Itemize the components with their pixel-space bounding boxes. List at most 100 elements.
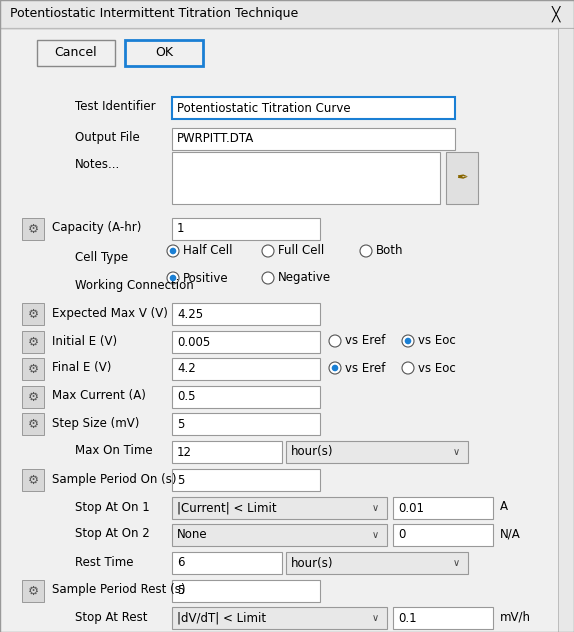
Text: Positive: Positive xyxy=(183,272,228,284)
Text: Step Size (mV): Step Size (mV) xyxy=(52,416,139,430)
Text: ⚙: ⚙ xyxy=(28,222,38,236)
Bar xyxy=(172,97,455,119)
Text: 5: 5 xyxy=(177,585,184,597)
Circle shape xyxy=(262,245,274,257)
Bar xyxy=(172,580,320,602)
Circle shape xyxy=(167,245,179,257)
Bar xyxy=(393,524,493,546)
Text: ⚙: ⚙ xyxy=(28,308,38,320)
Text: None: None xyxy=(177,528,208,542)
Bar xyxy=(22,331,44,353)
Text: ∨: ∨ xyxy=(371,613,379,623)
Text: PWRPITT.DTA: PWRPITT.DTA xyxy=(177,133,254,145)
Text: 1: 1 xyxy=(177,222,184,236)
Circle shape xyxy=(360,245,372,257)
Bar xyxy=(172,497,387,519)
Text: OK: OK xyxy=(155,47,173,59)
Bar xyxy=(172,524,387,546)
Text: |dV/dT| < Limit: |dV/dT| < Limit xyxy=(177,612,266,624)
Text: N/A: N/A xyxy=(500,528,521,540)
Bar xyxy=(172,413,320,435)
Circle shape xyxy=(332,365,338,372)
Text: ⚙: ⚙ xyxy=(28,391,38,403)
Bar xyxy=(172,441,282,463)
Text: ∨: ∨ xyxy=(371,530,379,540)
Text: hour(s): hour(s) xyxy=(291,557,333,569)
Text: Output File: Output File xyxy=(75,131,139,145)
Text: Max Current (A): Max Current (A) xyxy=(52,389,146,403)
Text: 0.1: 0.1 xyxy=(398,612,417,624)
Bar xyxy=(172,331,320,353)
Text: ⚙: ⚙ xyxy=(28,336,38,348)
Text: Test Identifier: Test Identifier xyxy=(75,100,156,114)
Text: Final E (V): Final E (V) xyxy=(52,362,111,375)
Text: ╳: ╳ xyxy=(552,6,560,22)
Text: 5: 5 xyxy=(177,473,184,487)
Bar xyxy=(0,0,574,28)
Bar xyxy=(172,303,320,325)
Text: Stop At On 1: Stop At On 1 xyxy=(75,501,150,513)
Bar xyxy=(172,358,320,380)
Text: ∨: ∨ xyxy=(371,503,379,513)
Bar xyxy=(22,580,44,602)
Bar xyxy=(286,552,468,574)
Text: ⚙: ⚙ xyxy=(28,363,38,375)
Circle shape xyxy=(329,362,341,374)
Text: Stop At Rest: Stop At Rest xyxy=(75,611,148,624)
Text: Full Cell: Full Cell xyxy=(278,245,324,257)
Bar xyxy=(446,152,478,204)
Bar xyxy=(22,218,44,240)
Bar xyxy=(172,607,387,629)
Text: Potentiostatic Titration Curve: Potentiostatic Titration Curve xyxy=(177,102,351,114)
Text: 4.2: 4.2 xyxy=(177,363,196,375)
Text: mV/h: mV/h xyxy=(500,611,531,624)
Bar xyxy=(172,552,282,574)
Text: 0.005: 0.005 xyxy=(177,336,210,348)
Text: vs Eoc: vs Eoc xyxy=(418,334,456,348)
Text: Potentiostatic Intermittent Titration Technique: Potentiostatic Intermittent Titration Te… xyxy=(10,8,298,20)
Text: Half Cell: Half Cell xyxy=(183,245,232,257)
Text: ∨: ∨ xyxy=(452,447,460,457)
Bar xyxy=(22,469,44,491)
Bar xyxy=(37,40,115,66)
Text: hour(s): hour(s) xyxy=(291,446,333,458)
Text: Both: Both xyxy=(376,245,404,257)
Text: 4.25: 4.25 xyxy=(177,308,203,320)
Text: 0.01: 0.01 xyxy=(398,502,424,514)
Text: Cell Type: Cell Type xyxy=(75,252,128,265)
Bar xyxy=(172,218,320,240)
Text: A: A xyxy=(500,501,508,513)
Bar xyxy=(393,497,493,519)
Text: vs Eoc: vs Eoc xyxy=(418,362,456,375)
Bar xyxy=(0,0,574,28)
Text: ⚙: ⚙ xyxy=(28,585,38,597)
Text: Max On Time: Max On Time xyxy=(75,444,153,458)
Text: Notes...: Notes... xyxy=(75,159,120,171)
Bar xyxy=(22,413,44,435)
Circle shape xyxy=(329,335,341,347)
Text: Rest Time: Rest Time xyxy=(75,556,134,569)
Text: Sample Period On (s): Sample Period On (s) xyxy=(52,473,176,485)
Bar xyxy=(22,358,44,380)
Text: 0: 0 xyxy=(398,528,405,542)
Text: Negative: Negative xyxy=(278,272,331,284)
Text: ⚙: ⚙ xyxy=(28,418,38,430)
Text: 0.5: 0.5 xyxy=(177,391,196,403)
Bar xyxy=(286,441,468,463)
Text: Initial E (V): Initial E (V) xyxy=(52,334,117,348)
Bar xyxy=(172,152,440,204)
Circle shape xyxy=(167,272,179,284)
Bar xyxy=(558,28,574,632)
Text: ∨: ∨ xyxy=(452,558,460,568)
Text: 5: 5 xyxy=(177,418,184,430)
Bar xyxy=(393,607,493,629)
Text: Expected Max V (V): Expected Max V (V) xyxy=(52,307,168,320)
Text: ✒: ✒ xyxy=(456,171,468,185)
Circle shape xyxy=(402,362,414,374)
Text: |Current| < Limit: |Current| < Limit xyxy=(177,502,277,514)
Bar xyxy=(172,128,455,150)
Text: vs Eref: vs Eref xyxy=(345,334,385,348)
Bar xyxy=(22,303,44,325)
Bar xyxy=(125,40,203,66)
Text: Sample Period Rest (s): Sample Period Rest (s) xyxy=(52,583,185,597)
